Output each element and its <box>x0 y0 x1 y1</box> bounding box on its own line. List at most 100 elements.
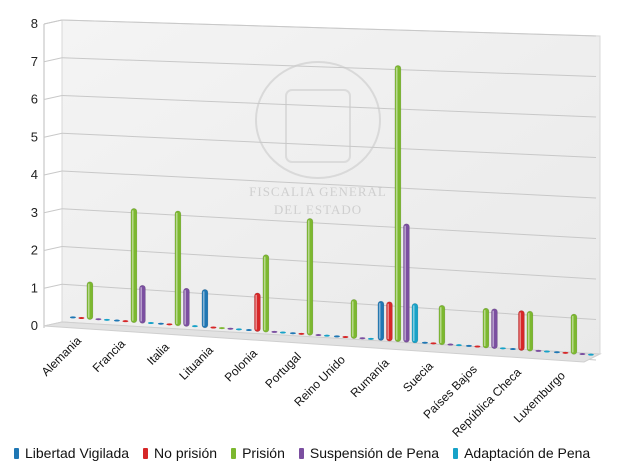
legend-label: Libertad Vigilada <box>25 445 130 461</box>
legend-label: Adaptación de Pena <box>464 445 591 461</box>
y-tick-label: 5 <box>31 129 38 144</box>
bar <box>201 289 209 329</box>
gridline <box>61 95 597 118</box>
x-tick-label: Polonia <box>222 346 260 384</box>
bar <box>411 303 419 344</box>
bar <box>130 208 138 324</box>
bar <box>491 308 498 350</box>
x-tick-label: Alemania <box>39 333 85 379</box>
bar-highlight <box>87 283 90 318</box>
bar <box>210 326 217 329</box>
legend-item: Adaptación de Pena <box>453 445 590 461</box>
gridline-side <box>43 19 63 25</box>
watermark-shield <box>285 89 351 163</box>
bar <box>271 330 278 333</box>
gridline-side <box>43 95 63 100</box>
bar <box>474 345 481 348</box>
legend-swatch <box>143 447 149 459</box>
legend-swatch <box>14 447 19 459</box>
gridline-side <box>43 57 63 63</box>
bar <box>86 281 94 320</box>
legend-item: Libertad Vigilada <box>14 445 129 461</box>
bar-highlight <box>519 312 522 349</box>
gridline <box>61 132 597 158</box>
bar <box>394 65 402 343</box>
bar-highlight <box>307 220 310 334</box>
bar <box>482 307 490 349</box>
bar <box>535 349 542 352</box>
legend-item: Suspensión de Pena <box>298 445 439 461</box>
bar-highlight <box>483 310 486 347</box>
bar <box>518 310 525 351</box>
bar <box>306 218 314 336</box>
bar <box>509 348 516 351</box>
x-tick-label: Lituania <box>176 343 216 383</box>
watermark-emblem <box>255 61 381 179</box>
bar <box>279 331 286 334</box>
bar <box>386 301 393 342</box>
bar <box>191 325 198 328</box>
watermark-text: FISCALIA GENERAL <box>249 184 387 199</box>
bar-highlight <box>378 303 381 339</box>
bar <box>289 332 296 335</box>
gridline-side <box>43 246 63 251</box>
gridline <box>61 246 597 280</box>
bar <box>139 284 146 324</box>
gridline-side <box>43 208 63 214</box>
bar <box>323 334 330 337</box>
bar <box>235 328 242 331</box>
bar <box>570 313 578 355</box>
bar-highlight <box>387 303 390 340</box>
bar <box>403 223 410 343</box>
y-tick-label: 1 <box>31 280 38 295</box>
bar <box>218 327 225 330</box>
bar <box>579 353 586 356</box>
bar <box>359 337 366 340</box>
legend-swatch <box>453 447 459 459</box>
bar-highlight <box>175 212 178 324</box>
bar-highlight <box>140 287 143 322</box>
y-tick-label: 2 <box>31 243 38 258</box>
bar <box>298 332 305 335</box>
gridline-side <box>43 132 63 138</box>
bar <box>122 320 129 323</box>
bar <box>113 319 120 322</box>
bar <box>421 341 428 344</box>
bars <box>69 65 594 356</box>
bar <box>465 344 472 347</box>
legend-swatch <box>231 447 237 459</box>
legend-swatch <box>298 447 304 459</box>
bar-highlight <box>404 225 407 341</box>
bar <box>227 327 234 330</box>
bar <box>78 316 85 319</box>
bar <box>183 287 190 327</box>
x-tick-label: Rumanía <box>348 356 393 401</box>
watermark: FISCALIA GENERAL DEL ESTADO <box>249 61 387 217</box>
gridline <box>61 19 597 37</box>
bar <box>447 343 454 346</box>
gridline <box>61 57 597 77</box>
bar <box>367 337 374 340</box>
y-tick-label: 6 <box>31 92 38 107</box>
legend-label: Prisión <box>242 445 285 461</box>
bar <box>315 334 322 337</box>
bar <box>174 210 182 327</box>
gridline <box>61 208 597 239</box>
bar-highlight <box>492 310 495 347</box>
bar-highlight <box>184 290 187 325</box>
bar-highlight <box>571 316 574 353</box>
bar <box>333 335 340 338</box>
bar <box>166 323 173 326</box>
y-axis-ticks: 0 1 2 3 4 5 6 7 8 <box>31 16 38 333</box>
bar-highlight <box>255 294 258 330</box>
x-tick-label: Italia <box>144 340 172 368</box>
y-tick-label: 7 <box>31 54 38 69</box>
floor-plane <box>43 321 602 363</box>
legend-label: No prisión <box>154 445 218 461</box>
bar-highlight <box>395 67 398 340</box>
bar-highlight <box>263 256 266 331</box>
bar <box>95 318 102 321</box>
bar <box>562 351 569 354</box>
bar <box>377 300 385 341</box>
